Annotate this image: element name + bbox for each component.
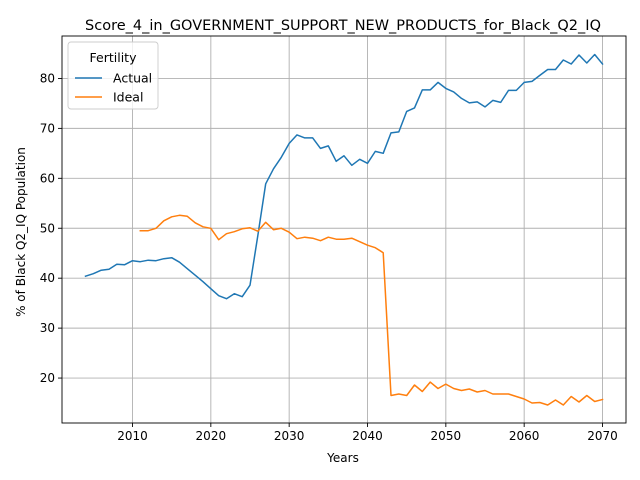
y-tick-label: 20 xyxy=(40,371,55,385)
legend-label-ideal: Ideal xyxy=(113,90,143,105)
x-tick-label: 2030 xyxy=(274,429,305,443)
legend: Fertility Actual Ideal xyxy=(67,41,159,110)
legend-title: Fertility xyxy=(90,50,138,65)
legend-label-actual: Actual xyxy=(113,71,152,86)
x-tick-label: 2020 xyxy=(196,429,227,443)
x-axis-ticks: 2010 2020 2030 2040 2050 2060 2070 xyxy=(117,423,618,443)
series-line-actual xyxy=(84,53,604,300)
x-tick-label: 2070 xyxy=(587,429,618,443)
x-tick-label: 2050 xyxy=(431,429,462,443)
y-tick-label: 70 xyxy=(40,121,55,135)
x-tick-label: 2040 xyxy=(352,429,383,443)
y-tick-label: 40 xyxy=(40,271,55,285)
x-tick-label: 2010 xyxy=(117,429,148,443)
x-tick-label: 2060 xyxy=(509,429,540,443)
y-tick-label: 30 xyxy=(40,321,55,335)
y-tick-label: 80 xyxy=(40,71,55,85)
chart-title: Score_4_in_GOVERNMENT_SUPPORT_NEW_PRODUC… xyxy=(85,18,601,34)
y-tick-label: 60 xyxy=(40,171,55,185)
series-layer xyxy=(84,53,604,406)
x-axis-label: Years xyxy=(326,451,359,465)
legend-entries: Actual Ideal xyxy=(75,71,152,105)
series-line-ideal xyxy=(139,214,604,406)
plot-frame xyxy=(61,35,627,424)
legend-box xyxy=(67,41,159,110)
y-tick-label: 50 xyxy=(40,221,55,235)
y-axis-ticks: 20 30 40 50 60 70 80 xyxy=(40,71,62,385)
y-axis-label: % of Black Q2_IQ Population xyxy=(14,147,28,317)
